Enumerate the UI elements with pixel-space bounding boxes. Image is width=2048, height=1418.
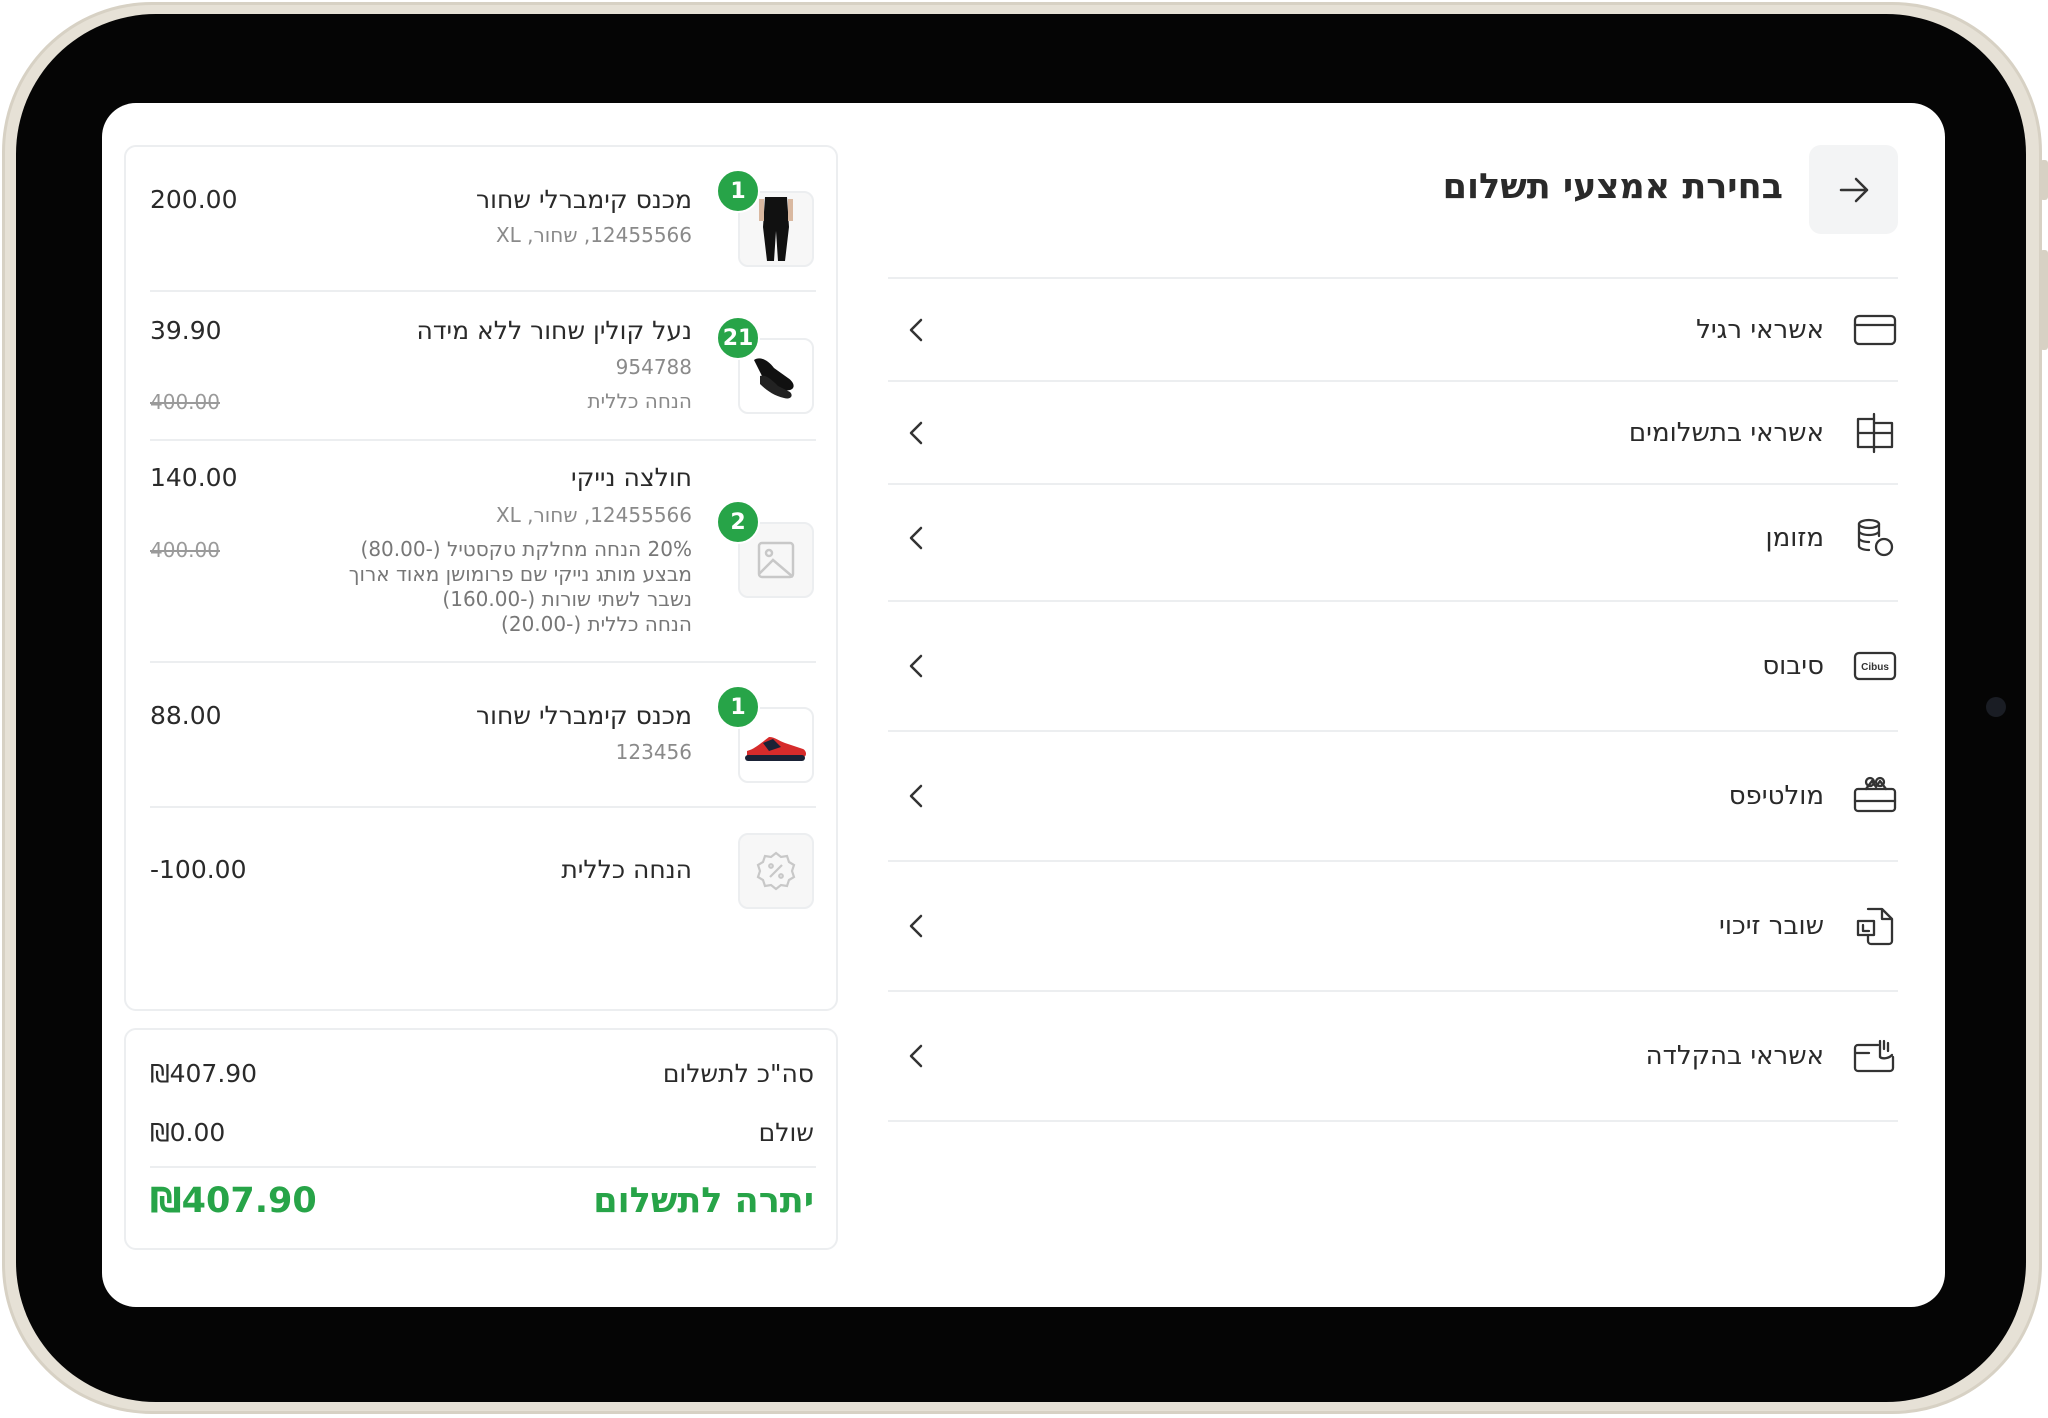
item-sub: 954788 [615, 355, 692, 379]
item-price: 39.90 [150, 316, 222, 345]
item-name: נעל קולין שחור ללא מידה [416, 316, 692, 345]
divider [150, 1166, 816, 1168]
item-discount: הנחה כללית [587, 389, 693, 413]
item-price: 88.00 [150, 701, 222, 730]
divider [888, 483, 1898, 485]
credit-card-icon [1853, 314, 1897, 345]
quantity-badge: 21 [716, 316, 760, 360]
installments-card-icon [1856, 412, 1894, 453]
divider [888, 380, 1898, 382]
total-label: סה"כ לתשלום [662, 1059, 814, 1088]
quantity-badge: 1 [716, 685, 760, 729]
device-button [2040, 160, 2048, 200]
cart-card [124, 145, 838, 1011]
payment-method-label: שובר זיכוי [1719, 911, 1824, 941]
back-button[interactable] [1809, 145, 1898, 234]
paid-label: שולם [758, 1118, 814, 1147]
total-amount: ₪407.90 [150, 1059, 258, 1088]
summary-card [124, 1028, 838, 1250]
discount-line: 20% הנחה מחלקת טקסטיל (-80.00) [360, 537, 692, 561]
quantity-badge: 2 [716, 500, 760, 544]
item-original-price: 400.00 [150, 538, 220, 562]
payment-method-cash-coins[interactable]: מזומן [888, 475, 1898, 600]
divider [150, 806, 816, 808]
item-price: 140.00 [150, 463, 238, 492]
payment-method-label: מולטיפס [1728, 781, 1824, 811]
payment-method-label: מזומן [1765, 522, 1825, 553]
discount-line: הנחה כללית (-20.00) [501, 612, 692, 636]
payment-method-credit-card[interactable]: אשראי רגיל [888, 279, 1898, 380]
chevron-left-icon [909, 784, 923, 808]
cash-coins-icon [1857, 518, 1894, 556]
divider [888, 860, 1898, 862]
camera [1986, 697, 2006, 717]
manual-card-entry-icon [1853, 1039, 1895, 1073]
payment-method-label: אשראי בתשלומים [1628, 417, 1824, 448]
payment-method-label: אשראי רגיל [1696, 314, 1824, 345]
item-name: מכנס קימברלי שחור [476, 185, 692, 214]
chevron-left-icon [909, 1044, 923, 1068]
screen: מכנס קימברלי שחור 12455566, שחור, XL 200… [102, 103, 1945, 1307]
remaining-label: יתרה לתשלום [593, 1181, 814, 1221]
chevron-left-icon [909, 914, 923, 938]
device-button [2040, 250, 2048, 350]
divider [150, 290, 816, 292]
remaining-amount: ₪407.90 [150, 1181, 317, 1221]
divider [150, 661, 816, 663]
divider [888, 277, 1898, 279]
chevron-left-icon [909, 654, 923, 678]
divider [888, 730, 1898, 732]
payment-method-label: סיבוס [1762, 651, 1824, 681]
chevron-left-icon [909, 526, 923, 549]
chevron-left-icon [909, 318, 923, 341]
discount-line: נשבר לשתי שורות (-160.00) [442, 587, 692, 611]
quantity-badge: 1 [716, 169, 760, 213]
item-sub: 123456 [615, 740, 692, 764]
credit-voucher-icon [1856, 907, 1894, 946]
paid-amount: ₪0.00 [150, 1118, 226, 1147]
payment-method-manual-card-entry[interactable]: אשראי בהקלדה [888, 992, 1898, 1120]
item-price: 200.00 [150, 185, 238, 214]
divider [888, 1120, 1898, 1122]
payment-method-cibus[interactable]: סיבוס Cibus [888, 602, 1898, 730]
item-discount-lines: 20% הנחה מחלקת טקסטיל (-80.00) מבצע מותג… [349, 537, 692, 637]
page-title: בחירת אמצעי תשלום [1442, 167, 1783, 207]
general-discount-amount: -100.00 [150, 855, 247, 884]
item-sub: 12455566, שחור, XL [495, 503, 692, 527]
divider [888, 600, 1898, 602]
item-image-dress-shoes [738, 338, 814, 414]
divider [888, 990, 1898, 992]
cibus-icon: Cibus [1853, 651, 1897, 681]
arrow-right-icon [1839, 177, 1868, 202]
item-original-price: 400.00 [150, 390, 220, 414]
item-name: מכנס קימברלי שחור [476, 701, 692, 730]
general-discount-label: הנחה כללית [561, 855, 692, 884]
payment-method-credit-voucher[interactable]: שובר זיכוי [888, 862, 1898, 990]
divider [150, 439, 816, 441]
gift-card-icon [1853, 776, 1897, 813]
svg-text:Cibus: Cibus [1861, 662, 1889, 673]
item-sub: 12455566, שחור, XL [495, 223, 692, 247]
item-name: חולצה נייקי [571, 463, 692, 492]
discount-badge-icon [738, 833, 814, 909]
payment-method-installments-card[interactable]: אשראי בתשלומים [888, 382, 1898, 483]
discount-line: מבצע מותג נייקי שם פרומושן מאוד ארוך [348, 562, 692, 586]
chevron-left-icon [909, 421, 923, 444]
payment-method-gift-card[interactable]: מולטיפס [888, 732, 1898, 860]
payment-method-label: אשראי בהקלדה [1645, 1041, 1824, 1071]
